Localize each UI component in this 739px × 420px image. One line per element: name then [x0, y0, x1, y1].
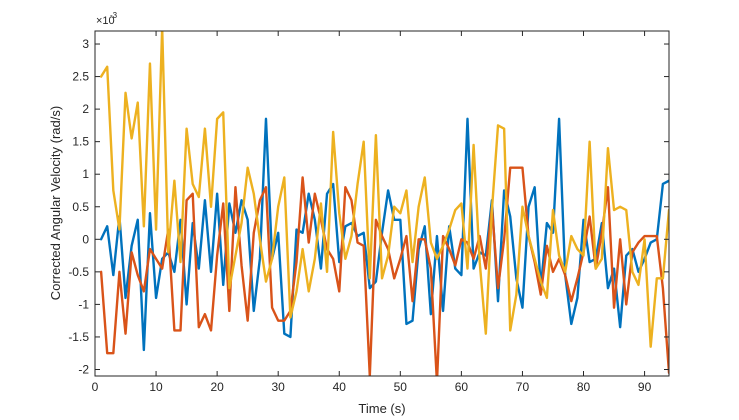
y-tick-label: 3 [82, 37, 89, 51]
x-tick-label: 10 [149, 380, 163, 394]
series-line-3 [99, 31, 669, 348]
x-tick-label: 0 [92, 380, 99, 394]
y-tick-label: 2 [82, 102, 89, 116]
x-tick-label: 80 [577, 380, 591, 394]
y-tick-label: -1 [78, 297, 89, 311]
y-exponent-base: ×10 [96, 15, 115, 27]
y-tick-label: 1.5 [72, 135, 89, 149]
y-tick-label: 2.5 [72, 70, 89, 84]
tick-layer: 0 10 20 30 40 50 60 70 80 90 -2 -1.5 -1 -0.5 0 0.5 1 1.5 2… [68, 31, 669, 394]
x-axis-label: Time (s) [358, 401, 405, 416]
series-layer [99, 31, 669, 376]
x-tick-label: 20 [210, 380, 224, 394]
x-tick-label: 90 [638, 380, 652, 394]
series-line-2 [99, 166, 669, 376]
x-tick-label: 70 [516, 380, 530, 394]
y-axis-label: Corrected Angular Velocity (rad/s) [48, 106, 63, 300]
x-tick-label: 60 [455, 380, 469, 394]
x-tick-label: 30 [272, 380, 286, 394]
y-tick-label: 0 [82, 232, 89, 246]
y-tick-label: 1 [82, 167, 89, 181]
y-tick-label: -1.5 [68, 330, 89, 344]
y-tick-label: -0.5 [68, 265, 89, 279]
y-exponent-power: -3 [110, 11, 118, 20]
x-tick-label: 50 [394, 380, 408, 394]
y-tick-label: 0.5 [72, 200, 89, 214]
plot-frame [94, 30, 670, 377]
y-tick-label: -2 [78, 362, 89, 376]
y-exponent-label: ×10 -3 [96, 11, 118, 27]
x-tick-label: 40 [333, 380, 347, 394]
